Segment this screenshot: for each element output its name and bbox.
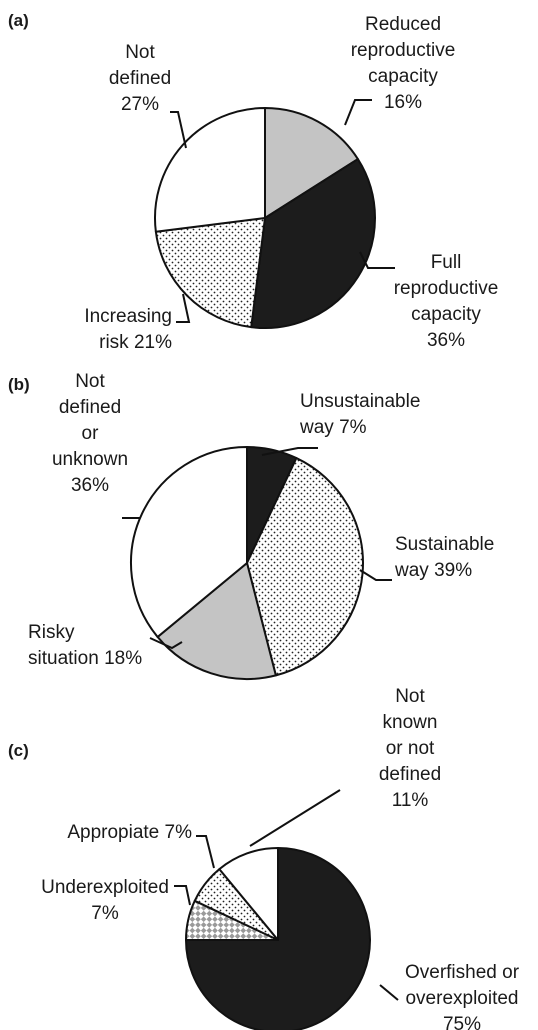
- slice-name: Reduced reproductive capacity: [350, 14, 456, 87]
- pie-slice: [264, 107, 359, 219]
- slice-label: Not defined 27%: [100, 40, 180, 118]
- slice-value: 18%: [104, 648, 143, 669]
- slice-value: 7%: [91, 903, 119, 924]
- leader-line: [344, 99, 372, 126]
- slice-label: Reduced reproductive capacity 16%: [343, 12, 463, 116]
- slice-name: Underexploited: [41, 877, 169, 898]
- pie-slice: [250, 158, 376, 329]
- slice-name: Not known or not defined: [378, 686, 442, 785]
- slice-label: Full reproductive capacity 36%: [386, 250, 506, 354]
- pie-slice: [154, 217, 266, 329]
- pie-slice: [246, 457, 364, 677]
- slice-value: 36%: [426, 330, 466, 351]
- pie-slice: [218, 847, 279, 941]
- slice-value: 7%: [164, 822, 192, 843]
- slice-name: Not defined: [108, 42, 172, 89]
- slice-name: Sustainable way: [395, 534, 495, 581]
- slice-label: Increasing risk 21%: [67, 304, 172, 356]
- slice-value: 11%: [391, 790, 429, 811]
- panel-label: (b): [8, 375, 30, 394]
- leader-line: [174, 885, 191, 906]
- slice-name: Not defined or unknown: [51, 371, 129, 470]
- slice-name: Appropiate: [67, 822, 160, 843]
- slice-name: Increasing risk: [84, 306, 172, 353]
- leader-line: [249, 789, 341, 847]
- slice-label: Appropiate 7%: [0, 820, 192, 846]
- slice-value: 36%: [70, 475, 110, 496]
- panel-label: (c): [8, 741, 29, 760]
- leader-line: [379, 984, 399, 1001]
- leader-line: [359, 569, 392, 581]
- slice-label: Underexploited 7%: [30, 875, 180, 927]
- slice-value: 75%: [442, 1014, 482, 1030]
- slice-name: Full reproductive capacity: [393, 252, 499, 325]
- slice-value: 27%: [120, 94, 160, 115]
- leader-line: [176, 293, 191, 323]
- slice-label: Not known or not defined 11%: [375, 684, 445, 814]
- pie-slice: [154, 107, 266, 233]
- pie-slice: [185, 847, 371, 1030]
- slice-name: Unsustainable way: [300, 391, 421, 438]
- leader-line: [261, 447, 318, 456]
- slice-label: Not defined or unknown 36%: [50, 369, 130, 499]
- slice-label: Risky situation 18%: [28, 620, 146, 672]
- slice-label: Unsustainable way 7%: [300, 389, 440, 441]
- slice-value: 21%: [133, 332, 172, 353]
- slice-value: 16%: [383, 92, 423, 113]
- leader-line: [359, 251, 395, 269]
- slice-name: Overfished or overexploited: [404, 962, 520, 1009]
- leader-line: [170, 111, 187, 149]
- slice-value: 39%: [434, 560, 473, 581]
- slice-label: Sustainable way 39%: [395, 532, 510, 584]
- leader-line: [196, 835, 215, 869]
- slice-label: Overfished or overexploited 75%: [388, 960, 536, 1030]
- slice-value: 7%: [339, 417, 367, 438]
- pie-slice: [130, 446, 248, 638]
- slice-name: Risky situation: [28, 622, 99, 669]
- panel-label: (a): [8, 11, 29, 30]
- leader-line: [149, 637, 183, 650]
